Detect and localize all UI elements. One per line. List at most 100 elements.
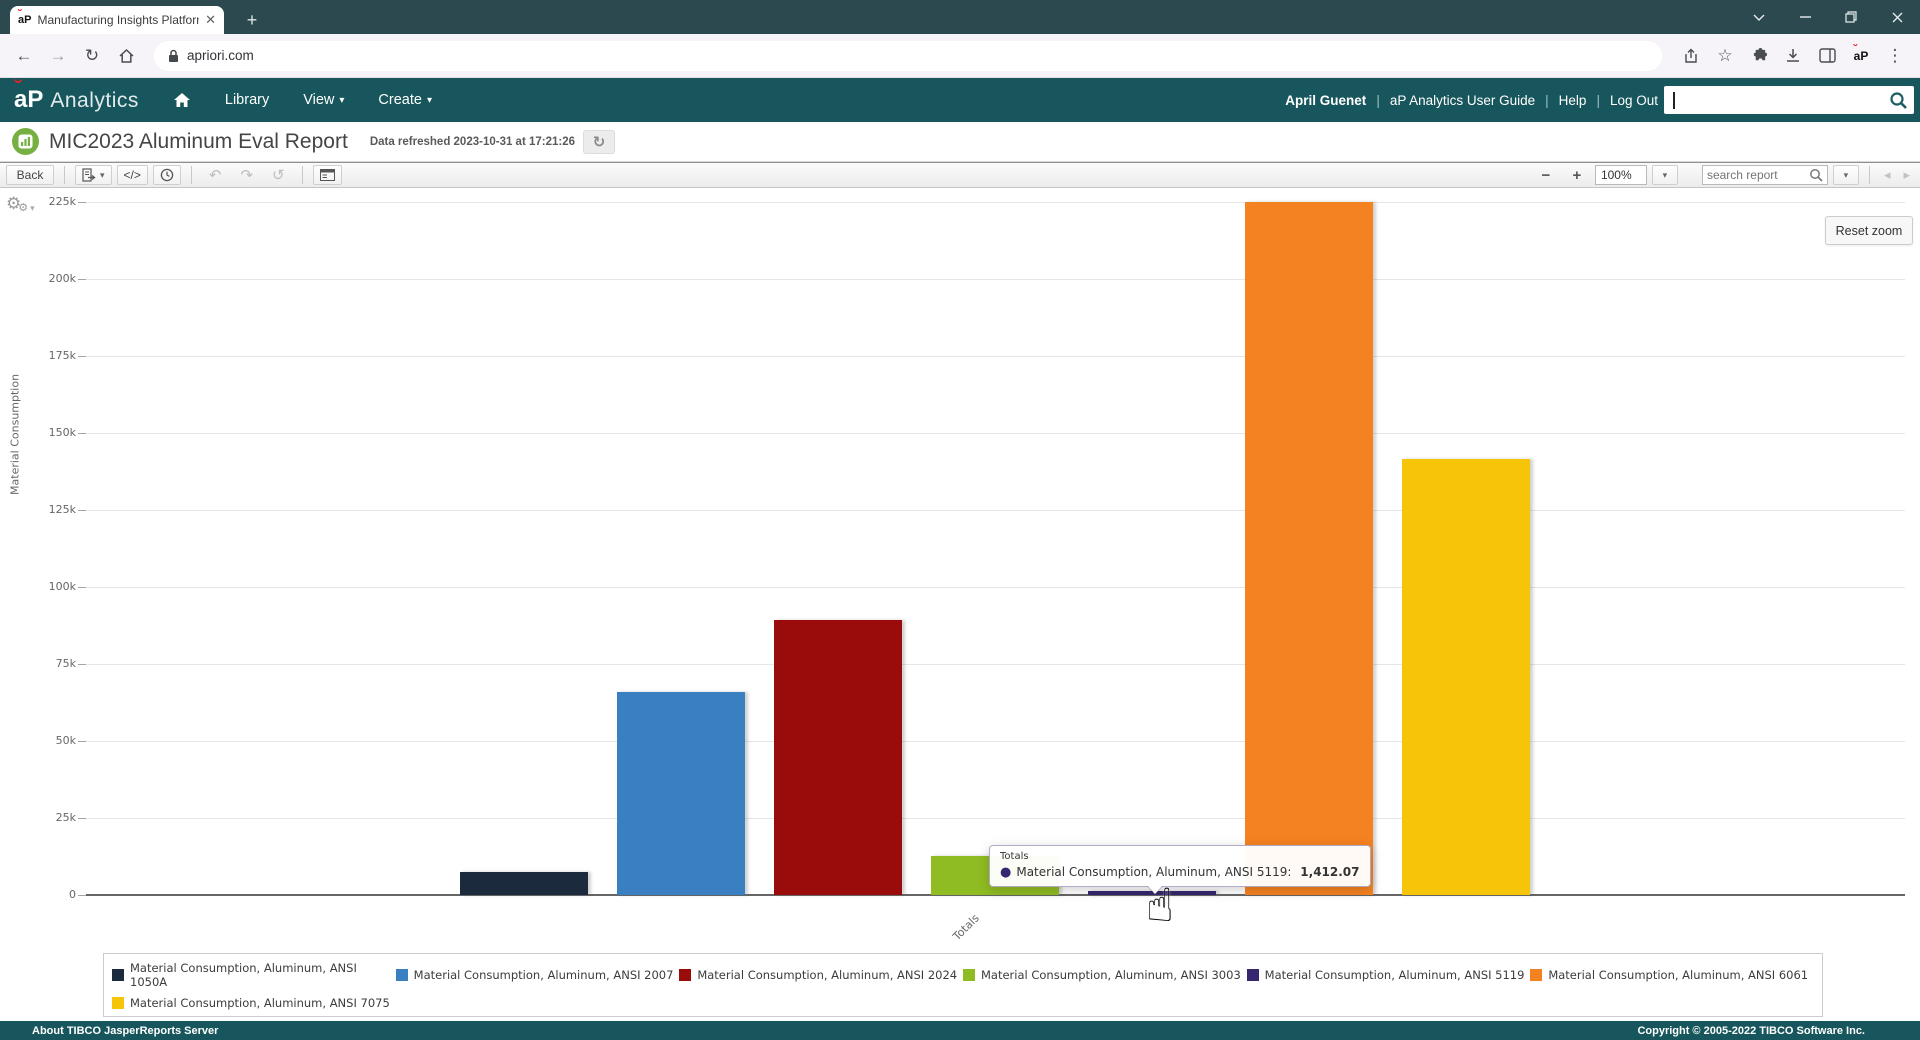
profile-avatar[interactable]: ˘ aP bbox=[1853, 41, 1869, 63]
browser-tab[interactable]: ˘ aP Manufacturing Insights Platform ✕ bbox=[10, 6, 224, 34]
url-bar[interactable]: apriori.com bbox=[154, 40, 1662, 71]
nav-library[interactable]: Library bbox=[224, 92, 270, 108]
data-refreshed-label: Data refreshed 2023-10-31 at 17:21:26 bbox=[369, 135, 576, 148]
y-tick-mark bbox=[78, 587, 86, 588]
window-minimize-button[interactable] bbox=[1782, 0, 1828, 34]
legend-swatch bbox=[962, 969, 975, 981]
zoom-in-button[interactable]: + bbox=[1572, 166, 1582, 184]
download-icon[interactable] bbox=[1778, 42, 1808, 70]
back-icon[interactable]: ← bbox=[15, 45, 33, 65]
home-icon[interactable] bbox=[112, 42, 140, 70]
gridline bbox=[86, 279, 1905, 280]
refresh-data-button[interactable]: ↻ bbox=[583, 129, 616, 154]
help-link[interactable]: Help bbox=[1558, 92, 1587, 108]
bookmarks-panel-button[interactable] bbox=[312, 165, 342, 185]
search-icon[interactable] bbox=[1889, 91, 1908, 110]
y-axis-title: Material Consumption bbox=[8, 373, 22, 495]
nav-view[interactable]: View ▾ bbox=[303, 92, 345, 108]
legend-item-7[interactable]: Material Consumption, Aluminum, ANSI 707… bbox=[112, 996, 396, 1010]
export-icon bbox=[82, 168, 96, 182]
hand-pointer-cursor: ☝ bbox=[1146, 878, 1175, 932]
browser-tab-bar: ˘ aP Manufacturing Insights Platform ✕ + bbox=[0, 0, 1920, 34]
ap-analytics-logo[interactable]: ˘ aP Analytics bbox=[14, 76, 139, 113]
extensions-puzzle-icon[interactable] bbox=[1744, 42, 1774, 70]
legend-item-2[interactable]: Material Consumption, Aluminum, ANSI 200… bbox=[395, 961, 680, 989]
legend-item-3[interactable]: Material Consumption, Aluminum, ANSI 202… bbox=[679, 961, 963, 989]
chart-canvas: ⚙ ⚙ ▾ Reset zoom Material Consumption Tota… bbox=[0, 188, 1920, 1021]
window-close-button[interactable] bbox=[1874, 0, 1920, 34]
report-chart-icon bbox=[12, 128, 39, 155]
search-icon[interactable] bbox=[1809, 168, 1823, 182]
previous-page-icon[interactable]: ◂ bbox=[1883, 167, 1891, 182]
export-button[interactable]: ▾ bbox=[75, 165, 112, 185]
redo-button[interactable]: ↷ bbox=[233, 165, 260, 185]
legend-label: Material Consumption, Aluminum, ANSI 105… bbox=[130, 961, 357, 989]
nav-home-icon[interactable] bbox=[173, 92, 191, 108]
user-guide-link[interactable]: aP Analytics User Guide bbox=[1389, 92, 1536, 108]
report-search-box[interactable] bbox=[1701, 165, 1828, 185]
next-page-icon[interactable]: ▸ bbox=[1903, 167, 1910, 182]
bar-series-3[interactable] bbox=[774, 620, 902, 895]
browser-menu-icon[interactable]: ⋮ bbox=[1886, 45, 1904, 65]
tooltip-series-label: Material Consumption, Aluminum, ANSI 511… bbox=[1016, 865, 1296, 879]
undo-button[interactable]: ↶ bbox=[202, 165, 229, 185]
redo-icon: ↷ bbox=[240, 167, 254, 184]
legend-item-4[interactable]: Material Consumption, Aluminum, ANSI 300… bbox=[962, 961, 1247, 989]
y-tick-label: 0 bbox=[69, 888, 76, 901]
forward-icon[interactable]: → bbox=[49, 45, 67, 65]
zoom-level-caret-button[interactable]: ▾ bbox=[1651, 165, 1678, 185]
bar-series-2[interactable] bbox=[617, 692, 745, 895]
chart-settings-gear-icon[interactable]: ⚙ ⚙ ▾ bbox=[6, 194, 35, 214]
schedule-button[interactable] bbox=[152, 165, 181, 185]
url-text: apriori.com bbox=[187, 48, 254, 63]
legend-item-5[interactable]: Material Consumption, Aluminum, ANSI 511… bbox=[1246, 961, 1531, 989]
report-toolbar: Back ▾ </> ↶ ↷ ↺ − + 100% ▾ ▾ ◂ ▸ bbox=[0, 162, 1920, 188]
tooltip-series-dot: ● bbox=[1000, 864, 1012, 880]
zoom-out-button[interactable]: − bbox=[1541, 166, 1551, 184]
nav-create[interactable]: Create ▾ bbox=[378, 92, 432, 108]
app-navbar: ˘ aP Analytics Library View ▾ Create ▾ Apri… bbox=[0, 76, 1920, 122]
window-restore-button[interactable] bbox=[1828, 0, 1874, 34]
global-search-input[interactable] bbox=[1664, 86, 1914, 114]
y-tick-mark bbox=[78, 202, 86, 203]
undo-all-button[interactable]: ↺ bbox=[265, 165, 292, 185]
tab-favicon-ap-icon: ˘ aP bbox=[18, 6, 32, 26]
legend-swatch bbox=[679, 969, 692, 981]
search-options-caret-button[interactable]: ▾ bbox=[1832, 165, 1859, 185]
legend-item-1[interactable]: Material Consumption, Aluminum, ANSI 105… bbox=[112, 961, 396, 989]
back-button[interactable]: Back bbox=[6, 165, 54, 185]
reload-icon[interactable]: ↻ bbox=[84, 45, 100, 65]
user-name-link[interactable]: April Guenet bbox=[1285, 92, 1367, 108]
logout-link[interactable]: Log Out bbox=[1609, 92, 1658, 108]
tab-title: Manufacturing Insights Platform bbox=[37, 13, 200, 27]
share-icon[interactable] bbox=[1676, 42, 1706, 70]
y-tick-mark bbox=[78, 818, 86, 819]
zoom-level-select[interactable]: 100% bbox=[1594, 165, 1647, 185]
chart-legend: Material Consumption, Aluminum, ANSI 105… bbox=[103, 953, 1823, 1017]
y-tick-label: 75k bbox=[55, 657, 76, 670]
gridline bbox=[86, 741, 1905, 742]
bookmark-star-icon[interactable]: ☆ bbox=[1717, 45, 1733, 65]
legend-swatch bbox=[112, 969, 124, 981]
about-link[interactable]: About TIBCO JasperReports Server bbox=[32, 1024, 219, 1037]
bar-series-7[interactable] bbox=[1402, 459, 1530, 895]
bar-series-6[interactable] bbox=[1245, 202, 1373, 895]
gridline bbox=[86, 664, 1905, 665]
legend-swatch bbox=[1530, 969, 1543, 981]
status-footer: About TIBCO JasperReports Server Copyrig… bbox=[0, 1021, 1920, 1040]
window-chevron-icon[interactable] bbox=[1736, 0, 1782, 34]
y-tick-mark bbox=[78, 510, 86, 511]
side-panel-icon[interactable] bbox=[1812, 42, 1842, 70]
x-category-label: Totals bbox=[950, 911, 982, 944]
report-search-input[interactable] bbox=[1706, 168, 1809, 182]
reset-zoom-button[interactable]: Reset zoom bbox=[1825, 216, 1913, 245]
y-tick-mark bbox=[78, 741, 86, 742]
plot-area: Material Consumption Totals 0 25k 50k 75k 10… bbox=[9, 195, 1905, 943]
tooltip-caret bbox=[1147, 885, 1163, 894]
new-tab-button[interactable]: + bbox=[246, 10, 258, 30]
embed-code-button[interactable]: </> bbox=[116, 165, 148, 185]
tab-close-icon[interactable]: ✕ bbox=[205, 12, 216, 27]
legend-label: Material Consumption, Aluminum, ANSI 707… bbox=[130, 996, 390, 1010]
legend-item-6[interactable]: Material Consumption, Aluminum, ANSI 606… bbox=[1530, 961, 1814, 989]
bar-series-1[interactable] bbox=[460, 872, 588, 895]
